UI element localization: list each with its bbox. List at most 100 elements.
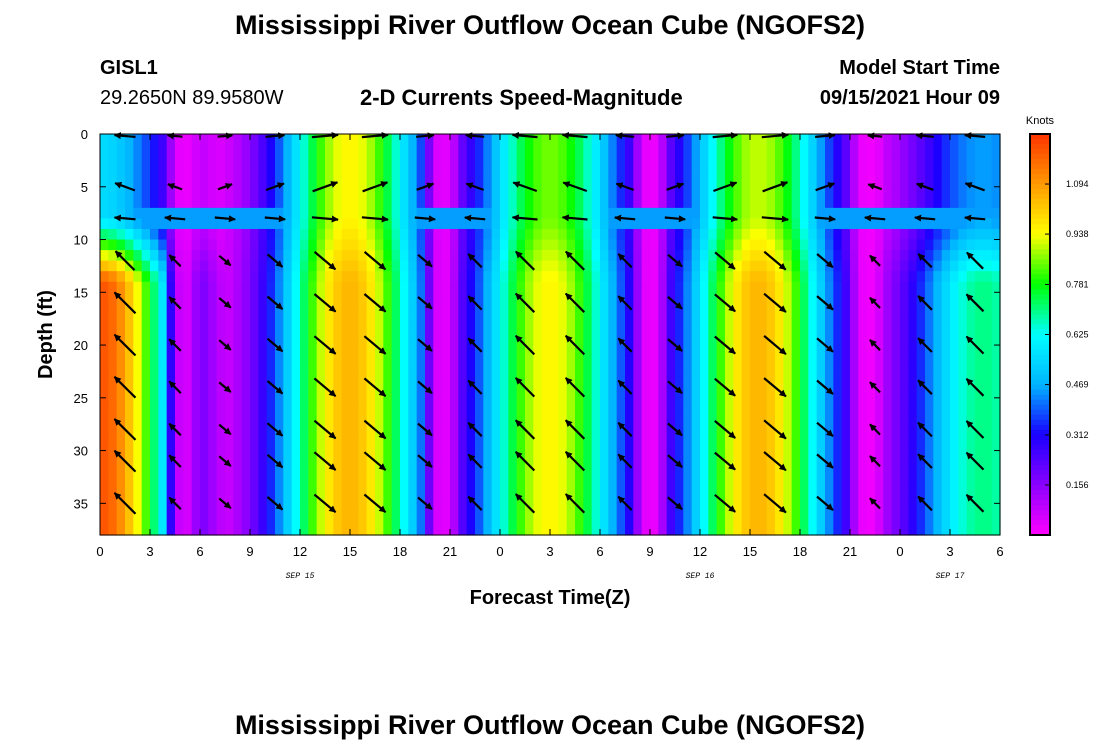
heatmap-cell [758, 513, 768, 526]
heatmap-cell [950, 471, 959, 483]
heatmap-cell [250, 450, 259, 462]
heatmap-cell [666, 334, 676, 346]
heatmap-cell [516, 134, 526, 146]
heatmap-cell [700, 292, 709, 304]
heatmap-cell [775, 471, 784, 483]
heatmap-cell [891, 186, 901, 198]
heatmap-cell [700, 345, 709, 357]
heatmap-cell [841, 418, 851, 431]
heatmap-cell [750, 355, 759, 367]
current-vector [416, 182, 435, 191]
heatmap-cell [958, 165, 968, 177]
heatmap-cell [216, 334, 226, 346]
heatmap-cell [266, 165, 276, 177]
heatmap-cell [741, 429, 751, 441]
heatmap-cell [291, 334, 301, 346]
heatmap-cell [275, 408, 284, 420]
heatmap-cell [925, 440, 934, 452]
heatmap-cell [425, 376, 434, 388]
heatmap-cell [591, 471, 601, 483]
heatmap-cell [108, 418, 118, 431]
current-vector [217, 132, 234, 140]
heatmap-cell [966, 302, 976, 314]
heatmap-cell [200, 366, 209, 378]
heatmap-cell [758, 524, 768, 536]
heatmap-cell [800, 482, 809, 494]
heatmap-cell [875, 218, 884, 230]
heatmap-cell [858, 197, 868, 209]
heatmap-cell [241, 271, 251, 283]
heatmap-cell [175, 440, 184, 452]
y-tick-label: 5 [81, 180, 88, 195]
heatmap-cell [600, 482, 609, 494]
heatmap-cell [366, 144, 376, 156]
heatmap-cell [741, 513, 751, 526]
heatmap-cell [533, 197, 543, 209]
current-vector [417, 496, 433, 511]
heatmap-cell [350, 260, 359, 272]
heatmap-cell [341, 418, 351, 431]
heatmap-cell [275, 366, 284, 378]
heatmap-cell [958, 207, 968, 220]
heatmap-cell [141, 482, 151, 494]
heatmap-cell [983, 408, 993, 420]
heatmap-cell [858, 408, 868, 420]
heatmap-cell [275, 239, 284, 251]
heatmap-cell [775, 355, 784, 367]
heatmap-cell [250, 397, 259, 409]
heatmap-cell [300, 334, 309, 346]
heatmap-cell [408, 165, 418, 177]
heatmap-cell [208, 334, 218, 346]
heatmap-cell [550, 397, 559, 409]
heatmap-cell [633, 408, 643, 420]
heatmap-cell [425, 218, 434, 230]
heatmap-cell [883, 292, 893, 304]
heatmap-cell [550, 355, 559, 367]
heatmap-cell [858, 260, 868, 272]
heatmap-cell [166, 228, 176, 241]
heatmap-cell [583, 461, 593, 473]
heatmap-cell [375, 155, 384, 167]
current-vector [265, 182, 285, 192]
heatmap-cell [533, 524, 543, 536]
heatmap-cell [283, 155, 293, 167]
heatmap-cell [775, 366, 784, 378]
heatmap-cell [808, 228, 818, 241]
heatmap-cell [658, 144, 668, 156]
heatmap-cell [100, 239, 109, 251]
heatmap-cell [225, 218, 234, 230]
heatmap-cell [141, 355, 151, 367]
heatmap-cell [308, 207, 318, 220]
x-tick-label: 9 [646, 544, 653, 559]
heatmap-cell [275, 281, 284, 293]
heatmap-cell [300, 228, 309, 241]
x-tick-label: 3 [146, 544, 153, 559]
heatmap-cell [308, 218, 318, 230]
heatmap-cell [891, 250, 901, 262]
heatmap-cell [500, 334, 509, 346]
heatmap-cell [741, 228, 751, 241]
heatmap-cell [241, 207, 251, 220]
heatmap-cell [933, 440, 943, 452]
heatmap-cell [191, 450, 201, 462]
heatmap-cell [766, 482, 776, 494]
heatmap-cell [400, 197, 409, 209]
heatmap-cell [883, 408, 893, 420]
heatmap-cell [916, 408, 926, 420]
heatmap-cell [550, 323, 559, 336]
heatmap-cell [266, 197, 276, 209]
heatmap-cell [475, 271, 484, 283]
heatmap-cell [908, 429, 918, 441]
heatmap-cell [508, 144, 518, 156]
heatmap-cell [191, 197, 201, 209]
current-vector [168, 422, 182, 437]
heatmap-cell [341, 197, 351, 209]
heatmap-cell [166, 260, 176, 272]
heatmap-cell [500, 144, 509, 156]
heatmap-cell [550, 461, 559, 473]
heatmap-cell [175, 513, 184, 526]
heatmap-cell [716, 387, 726, 399]
heatmap-cell [191, 429, 201, 441]
current-vector [514, 493, 536, 514]
heatmap-cell [366, 313, 376, 325]
